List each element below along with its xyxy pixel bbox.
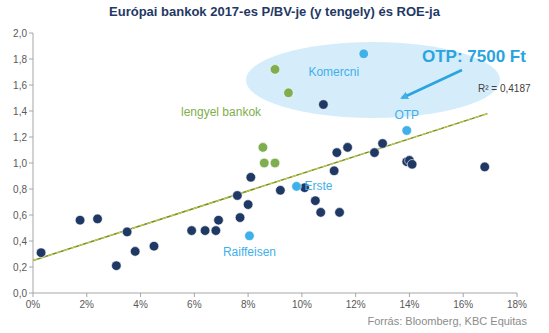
x-tick xyxy=(463,293,464,297)
source: Forrás: Bloomberg, KBC Equitas xyxy=(367,315,527,327)
y-tick xyxy=(29,111,33,112)
point-label: Erste xyxy=(305,179,333,193)
y-tick-label: 0,2 xyxy=(13,262,27,273)
point xyxy=(246,173,256,183)
point xyxy=(245,231,255,241)
point xyxy=(343,143,353,153)
point-label: OTP xyxy=(394,108,419,122)
point xyxy=(122,227,132,237)
point xyxy=(270,65,280,75)
point xyxy=(370,148,380,158)
y-tick-label: 0,0 xyxy=(13,288,27,299)
x-tick xyxy=(409,293,410,297)
y-tick xyxy=(29,215,33,216)
x-tick-label: 8% xyxy=(241,299,256,310)
x-tick xyxy=(140,293,141,297)
point xyxy=(329,166,339,176)
point xyxy=(276,186,286,196)
point xyxy=(407,160,417,170)
trendline-label: R² = 0,4187 xyxy=(478,83,531,94)
y-tick xyxy=(29,137,33,138)
x-tick xyxy=(194,293,195,297)
x-tick-label: 16% xyxy=(453,299,473,310)
point xyxy=(311,196,321,206)
x-tick-label: 2% xyxy=(80,299,95,310)
point xyxy=(112,261,122,271)
point-label: Raiffeisen xyxy=(223,245,276,259)
point xyxy=(214,215,224,225)
x-tick xyxy=(301,293,302,297)
title: Európai bankok 2017-es P/BV-je (y tengel… xyxy=(109,4,441,19)
point xyxy=(233,191,243,201)
point xyxy=(316,208,326,218)
point xyxy=(259,158,269,168)
annotation-arrow xyxy=(402,70,462,98)
trendline xyxy=(33,114,487,261)
point xyxy=(402,126,412,136)
plot-area xyxy=(33,49,490,271)
y-tick xyxy=(29,59,33,60)
point-label: Komercni xyxy=(308,65,359,79)
y-tick-label: 0,4 xyxy=(13,236,27,247)
point xyxy=(270,158,280,168)
point xyxy=(75,215,85,225)
x-tick xyxy=(248,293,249,297)
point xyxy=(258,143,268,153)
point xyxy=(359,49,369,59)
y-tick-label: 0,8 xyxy=(13,184,27,195)
x-tick xyxy=(33,293,34,297)
point xyxy=(378,139,388,149)
point xyxy=(200,226,210,236)
y-tick xyxy=(29,267,33,268)
point xyxy=(130,247,140,257)
x-axis xyxy=(33,293,517,294)
point xyxy=(335,208,345,218)
x-tick-label: 10% xyxy=(292,299,312,310)
point xyxy=(243,200,253,210)
series-label: lengyel bankok xyxy=(181,105,262,119)
y-tick xyxy=(29,189,33,190)
point xyxy=(36,248,46,258)
y-tick-label: 1,4 xyxy=(13,106,27,117)
point xyxy=(149,241,159,251)
y-tick-label: 1,2 xyxy=(13,132,27,143)
annotation: OTP: 7500 Ft xyxy=(422,47,526,66)
chart: Európai bankok 2017-es P/BV-je (y tengel… xyxy=(0,0,549,333)
point xyxy=(292,182,302,192)
point xyxy=(284,88,294,98)
point xyxy=(332,148,342,158)
y-tick xyxy=(29,85,33,86)
point xyxy=(93,214,103,224)
x-tick-label: 14% xyxy=(399,299,419,310)
x-tick xyxy=(86,293,87,297)
point xyxy=(319,100,329,110)
y-tick-label: 1,6 xyxy=(13,80,27,91)
y-tick xyxy=(29,293,33,294)
x-tick-label: 12% xyxy=(346,299,366,310)
x-tick-label: 6% xyxy=(187,299,202,310)
x-tick-label: 4% xyxy=(133,299,148,310)
y-tick-label: 0,6 xyxy=(13,210,27,221)
y-tick-label: 1,0 xyxy=(13,158,27,169)
trendline-base xyxy=(33,114,487,261)
y-tick xyxy=(29,33,33,34)
x-tick xyxy=(355,293,356,297)
point xyxy=(235,213,245,223)
y-tick xyxy=(29,163,33,164)
y-tick-label: 1,8 xyxy=(13,54,27,65)
x-tick-label: 0% xyxy=(26,299,41,310)
point xyxy=(480,162,490,172)
x-tick-label: 18% xyxy=(507,299,527,310)
x-tick xyxy=(517,293,518,297)
point xyxy=(187,226,197,236)
point xyxy=(211,226,221,236)
y-tick-label: 2,0 xyxy=(13,28,27,39)
y-tick xyxy=(29,241,33,242)
